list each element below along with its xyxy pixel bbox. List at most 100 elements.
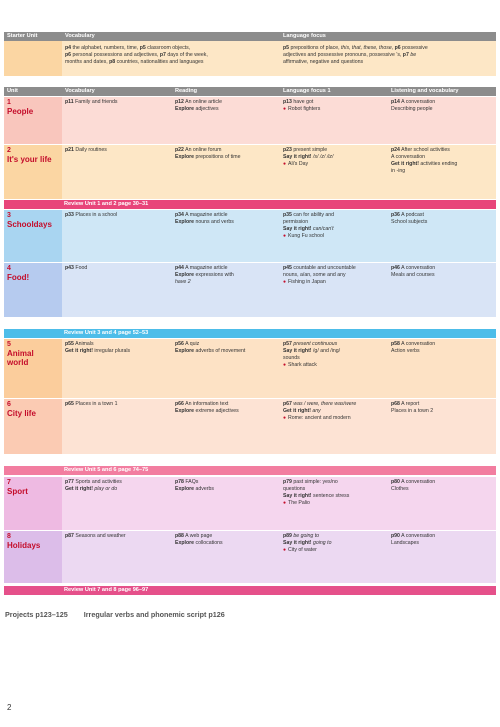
unit-number: 2 xyxy=(7,147,11,154)
reading-topic: An information text xyxy=(183,401,229,407)
vocab-cell: p65 Places in a town 1 xyxy=(62,399,172,454)
lang-topic: adjectives and possessive pronouns, poss… xyxy=(283,52,403,58)
vocab-cell: p43 Food xyxy=(62,263,172,317)
unit-row-3: 3 Schooldays p33 Places in a school p34 … xyxy=(4,210,496,262)
unit-row-1: 1 People p11 Family and friends p12 An o… xyxy=(4,97,496,144)
vocab-topic: the alphabet, numbers, time, xyxy=(71,45,140,51)
explore-label: Explore xyxy=(175,348,195,354)
page-ref: p67 xyxy=(283,401,292,407)
unit-name: world xyxy=(7,358,29,367)
pronunciation-topic: going to xyxy=(311,540,332,546)
page-number: 2 xyxy=(7,703,12,712)
listening-topic: A conversation xyxy=(399,99,436,105)
header-vocabulary: Vocabulary xyxy=(65,88,95,94)
listening-topic: School subjects xyxy=(391,219,428,225)
unit-number: 1 xyxy=(7,99,11,106)
listening-cell: p46 A conversation Meals and courses xyxy=(388,263,496,317)
unit-row-2: 2 It's your life p21 Daily routines p22 … xyxy=(4,145,496,199)
reading-cell: p34 A magazine article Explore nouns and… xyxy=(172,210,280,262)
listening-topic: in -ing xyxy=(391,168,406,174)
listening-cell: p36 A podcast School subjects xyxy=(388,210,496,262)
unit-cell: 5 Animal world xyxy=(4,339,62,398)
listening-topic: A conversation xyxy=(399,533,436,539)
reading-topic: FAQs xyxy=(183,479,199,485)
say-it-right-label: Say it right! xyxy=(283,348,312,354)
listening-cell: p68 A report Places in a town 2 xyxy=(388,399,496,454)
lang-topic: nouns, a/an, some and any xyxy=(283,272,346,278)
projects-link: Projects p123–125 xyxy=(5,610,68,619)
page-ref: p87 xyxy=(65,533,74,539)
unit-name: It's your life xyxy=(7,155,52,164)
lang-topic: be going to xyxy=(291,533,320,539)
listening-topic: Landscapes xyxy=(391,540,419,546)
review-bar: Review Unit 5 and 6 page 74–75 xyxy=(4,466,496,475)
listening-cell: p90 A conversation Landscapes xyxy=(388,531,496,583)
video-title: Robot fighters xyxy=(283,106,385,113)
page-ref: p55 xyxy=(65,341,74,347)
starter-lang-header: Language focus xyxy=(283,33,326,39)
pronunciation-topic: /g/ and /ing/ xyxy=(311,348,341,354)
page-ref: p77 xyxy=(65,479,74,485)
lang-topic: have got xyxy=(291,99,314,105)
explore-topic: have 2 xyxy=(175,279,191,285)
video-title: City of water xyxy=(283,547,385,554)
lang-topic: be xyxy=(410,52,417,58)
pronunciation-topic: /s/ /z/ /iz/ xyxy=(311,154,334,160)
starter-header-row: Starter Unit Vocabulary Language focus xyxy=(4,32,496,41)
unit-name: Animal xyxy=(7,349,34,358)
explore-topic: expressions with xyxy=(194,272,234,278)
explore-topic: collocations xyxy=(194,540,223,546)
lang-topic: present simple xyxy=(291,147,328,153)
listening-topic: Meals and courses xyxy=(391,272,435,278)
page-ref: p34 xyxy=(175,212,184,218)
page-ref: p78 xyxy=(175,479,184,485)
listening-topic: Clothes xyxy=(391,486,409,492)
explore-topic: adverbs of movement xyxy=(194,348,246,354)
page-ref: p14 xyxy=(391,99,400,105)
reading-cell: p22 An online forum Explore prepositions… xyxy=(172,145,280,199)
page-ref: p11 xyxy=(65,99,74,105)
explore-label: Explore xyxy=(175,486,195,492)
lang-topic: countable and uncountable xyxy=(291,265,356,271)
pronunciation-topic: sounds xyxy=(283,355,300,361)
header-listening: Listening and vocabulary xyxy=(391,88,459,94)
get-it-right-label: Get it right! xyxy=(65,486,93,492)
reading-cell: p66 An information text Explore extreme … xyxy=(172,399,280,454)
lang-topic: questions xyxy=(283,486,306,492)
get-it-right-label: Get it right! xyxy=(65,348,93,354)
starter-lang-cell: p5 prepositions of place, this, that, th… xyxy=(280,41,496,76)
listening-topic: Describing people xyxy=(391,106,433,112)
unit-cell: 6 City life xyxy=(4,399,62,454)
reading-cell: p44 A magazine article Explore expressio… xyxy=(172,263,280,317)
footer-links: Projects p123–125 Irregular verbs and ph… xyxy=(5,610,225,619)
vocab-cell: p21 Daily routines xyxy=(62,145,172,199)
page-ref: p23 xyxy=(283,147,292,153)
page-ref: p6 xyxy=(394,45,401,51)
page-ref: p8 xyxy=(109,59,116,65)
table-header-row: Unit Vocabulary Reading Language focus 1… xyxy=(4,87,496,96)
explore-label: Explore xyxy=(175,272,195,278)
vocab-cell: p11 Family and friends xyxy=(62,97,172,144)
page-ref: p88 xyxy=(175,533,184,539)
page-ref: p46 xyxy=(391,265,400,271)
page-ref: p90 xyxy=(391,533,400,539)
explore-topic: prepositions of time xyxy=(194,154,241,160)
vocab-topic: Seasons and weather xyxy=(73,533,126,539)
lang-topic: was / were, there was/were xyxy=(291,401,357,407)
vocab-topic: months and dates, xyxy=(65,59,110,65)
page-ref: p66 xyxy=(175,401,184,407)
vocab-topic: play or do xyxy=(92,486,118,492)
listening-cell: p14 A conversation Describing people xyxy=(388,97,496,144)
unit-number: 6 xyxy=(7,401,11,408)
vocab-topic: irregular plurals xyxy=(92,348,131,354)
vocab-cell: p55 Animals Get it right! irregular plur… xyxy=(62,339,172,398)
listening-topic: A podcast xyxy=(399,212,424,218)
language-cell: p35 can for ability and permission Say i… xyxy=(280,210,388,262)
listening-topic: After school activities xyxy=(399,147,450,153)
unit-name: Holidays xyxy=(7,541,41,550)
lang-topic: this, that, these, those, xyxy=(340,45,394,51)
starter-unit-cell xyxy=(4,41,62,76)
unit-cell: 8 Holidays xyxy=(4,531,62,583)
video-title: Rome: ancient and modern xyxy=(283,415,385,422)
